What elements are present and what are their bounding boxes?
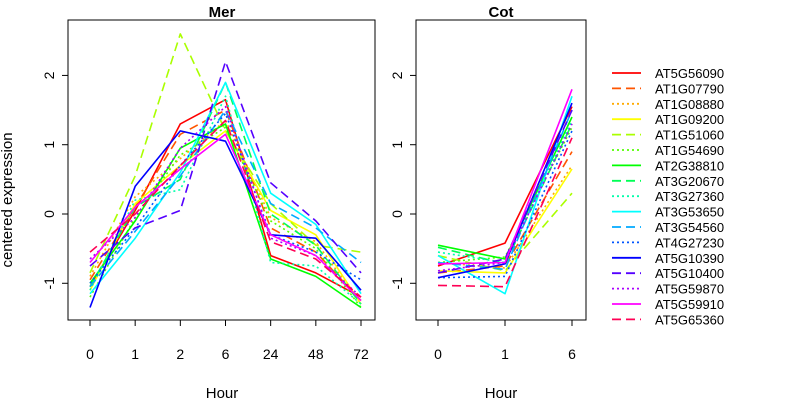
series-line-at5g65360-cot [437,137,573,288]
y-tick-label-cot: 1 [389,141,405,149]
x-tick-label-cot: 0 [434,346,442,362]
legend-item: AT5G10400 [612,266,724,281]
panel-cot: -1 0 1 2 0 1 6 [389,19,587,362]
legend: AT5G56090AT1G07790AT1G08880AT1G09200AT1G… [612,66,724,327]
legend-label: AT4G27230 [655,235,724,250]
series-line-at3g27360-mer [89,95,362,305]
series-line-at5g10400-mer [89,60,362,274]
legend-label: AT1G51060 [655,128,724,143]
plot-layer: -1 0 1 2 0 1 2 6 24 48 72 -1 0 1 2 0 1 6 [41,19,587,362]
legend-item: AT4G27230 [612,235,724,250]
series-line-at5g65360-mer [89,119,362,298]
legend-item: AT3G54560 [612,220,724,235]
series-line-at5g59870-mer [89,105,362,298]
legend-item: AT5G59910 [612,297,724,312]
y-tick-label-cot: -1 [389,277,405,290]
legend-label: AT5G59870 [655,282,724,297]
y-tick-label-mer: 0 [41,210,57,218]
series-line-at1g51060-cot [437,192,573,272]
legend-item: AT3G53650 [612,205,724,220]
legend-item: AT1G09200 [612,112,724,127]
x-tick-label-mer: 2 [176,346,184,362]
series-line-at5g59910-mer [89,133,362,302]
panel-title-cot: Cot [489,4,514,21]
legend-label: AT5G10390 [655,251,724,266]
legend-item: AT1G07790 [612,81,724,96]
legend-label: AT1G54690 [655,143,724,158]
series-line-at1g09200-mer [89,130,362,305]
legend-item: AT5G65360 [612,312,724,327]
plot-frame-mer [67,19,376,321]
y-axis-title: centered expression [0,132,16,267]
legend-label: AT1G07790 [655,81,724,96]
series-line-at3g54560-mer [89,109,362,288]
plot-frame-cot [415,19,587,321]
y-tick-label-cot: 0 [389,210,405,218]
legend-label: AT2G38810 [655,158,724,173]
series-line-at2g38810-cot [437,116,573,260]
legend-label: AT1G09200 [655,112,724,127]
legend-label: AT5G10400 [655,266,724,281]
y-tick-label-mer: 1 [41,141,57,149]
series-line-at1g08880-mer [89,119,362,305]
series-line-at5g59910-cot [437,89,573,265]
legend-item: AT5G10390 [612,251,724,266]
series-line-at2g38810-mer [89,123,362,309]
series-line-at3g54560-cot [437,109,573,271]
series-line-at1g51060-mer [89,33,362,274]
series-line-at5g56090-cot [437,106,573,267]
x-tick-label-mer: 6 [222,346,230,362]
x-tick-label-cot: 6 [568,346,576,362]
series-line-at5g10390-mer [89,130,362,308]
legend-label: AT3G54560 [655,220,724,235]
legend-label: AT3G20670 [655,174,724,189]
legend-label: AT5G65360 [655,312,724,327]
x-tick-label-mer: 0 [86,346,94,362]
legend-label: AT5G56090 [655,66,724,81]
legend-item: AT2G38810 [612,158,724,173]
x-axis-title-cot: Hour [485,385,518,400]
y-tick-label-mer: 2 [41,71,57,79]
legend-item: AT5G59870 [612,282,724,297]
legend-item: AT5G56090 [612,66,724,81]
legend-label: AT3G27360 [655,189,724,204]
series-line-at5g56090-mer [89,98,362,298]
series-line-at3g20670-cot [437,123,573,265]
x-tick-label-cot: 1 [501,346,509,362]
panel-mer: -1 0 1 2 0 1 2 6 24 48 72 [41,19,376,362]
x-tick-label-mer: 48 [308,346,324,362]
legend-item: AT1G51060 [612,128,724,143]
y-tick-label-cot: 2 [389,71,405,79]
series-line-at5g10390-cot [437,102,573,279]
x-tick-label-mer: 72 [353,346,369,362]
legend-item: AT1G54690 [612,143,724,158]
x-tick-label-mer: 24 [263,346,279,362]
series-line-at1g09200-cot [437,168,573,274]
legend-label: AT3G53650 [655,205,724,220]
y-tick-label-mer: -1 [41,277,57,290]
series-line-at3g53650-mer [89,81,362,295]
legend-item: AT3G20670 [612,174,724,189]
series-line-at5g59870-cot [437,123,573,272]
x-tick-label-mer: 1 [131,346,139,362]
legend-item: AT1G08880 [612,97,724,112]
series-line-at5g10400-cot [437,109,573,274]
legend-item: AT3G27360 [612,189,724,204]
x-axis-title-mer: Hour [206,385,239,400]
series-line-at1g07790-cot [437,151,573,274]
legend-label: AT5G59910 [655,297,724,312]
panel-title-mer: Mer [209,4,236,21]
legend-label: AT1G08880 [655,97,724,112]
